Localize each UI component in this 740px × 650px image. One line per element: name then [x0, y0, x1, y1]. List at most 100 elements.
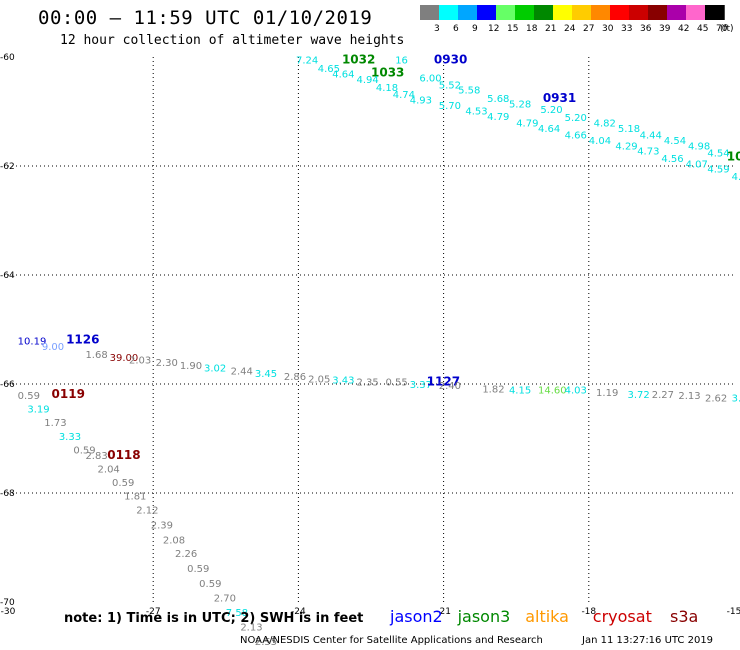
- wave-height-label: 14.60: [538, 385, 567, 396]
- legend-label-36: 36: [640, 24, 652, 34]
- legend-label-24: 24: [564, 24, 576, 34]
- wave-height-label: 4.01: [732, 172, 740, 183]
- wave-height-label: 5.20: [565, 113, 587, 124]
- wave-height-label: 2.40: [439, 381, 461, 392]
- wave-height-label: 4.94: [356, 75, 378, 86]
- wave-height-label: 4.79: [516, 118, 538, 129]
- wave-height-label: 10.19: [18, 336, 47, 347]
- legend-swatch-70: [705, 5, 725, 20]
- wave-height-label: 0.59: [18, 391, 40, 402]
- satellite-cryosat: cryosat: [592, 607, 652, 626]
- wave-height-label: 4.56: [661, 154, 683, 165]
- wave-height-label: 2.26: [175, 549, 197, 560]
- wave-height-label: 5.18: [618, 124, 640, 135]
- legend-unit: (ft): [720, 24, 734, 34]
- wave-height-label: 4.03: [565, 385, 587, 396]
- lon-tick-label: -24: [291, 607, 306, 617]
- lon-tick-label: -18: [581, 607, 596, 617]
- wave-height-label: 2.03: [129, 355, 151, 366]
- wave-height-label: 4.54: [707, 148, 729, 159]
- pass-time-label: 0118: [107, 448, 140, 462]
- satellite-jason2: jason2: [390, 607, 443, 626]
- legend-label-18: 18: [526, 24, 538, 34]
- wave-height-label: 5.58: [458, 86, 480, 97]
- pass-time-label: 1034: [727, 150, 740, 164]
- wave-height-label: 4.79: [487, 112, 509, 123]
- wave-height-label: 16: [395, 56, 408, 67]
- wave-height-label: 9.00: [42, 342, 64, 353]
- page-title: 00:00 – 11:59 UTC 01/10/2019: [38, 7, 373, 29]
- wave-height-label: 4.64: [332, 69, 354, 80]
- wave-height-label: 2.13: [678, 391, 700, 402]
- wave-height-label: 4.04: [589, 136, 611, 147]
- lat-tick-label: -70: [0, 598, 15, 608]
- legend-label-45: 45: [697, 24, 709, 34]
- wave-height-label: 1.90: [180, 361, 202, 372]
- wave-height-label: 4.64: [538, 124, 560, 135]
- legend-label-27: 27: [583, 24, 595, 34]
- legend-label-39: 39: [659, 24, 671, 34]
- wave-height-label: 7.24: [296, 56, 318, 67]
- wave-height-label: 4.07: [686, 159, 708, 170]
- credit-text: NOAA/NESDIS Center for Satellite Applica…: [240, 635, 543, 646]
- legend-label-3: 3: [434, 24, 440, 34]
- lon-tick-label: -27: [146, 607, 161, 617]
- legend-label-15: 15: [507, 24, 519, 34]
- wave-height-label: 4.65: [318, 64, 340, 75]
- legend-label-42: 42: [678, 24, 690, 34]
- lon-tick-label: -15: [727, 607, 740, 617]
- wave-height-label: 0.59: [187, 564, 209, 575]
- legend-label-70: 70: [716, 24, 728, 34]
- wave-height-label: 2.27: [652, 390, 674, 401]
- page-subtitle: 12 hour collection of altimeter wave hei…: [60, 33, 405, 48]
- wave-height-label: 7.58: [226, 608, 248, 619]
- wave-height-label: 4.74: [393, 90, 415, 101]
- wave-height-label: 0.59: [199, 579, 221, 590]
- wave-height-label: 3.45: [255, 369, 277, 380]
- wave-height-label: 5.52: [439, 80, 461, 91]
- pass-time-label: 1032: [342, 53, 375, 67]
- legend-label-12: 12: [488, 24, 500, 34]
- wave-height-label: 1.19: [596, 388, 618, 399]
- lon-tick-label: -21: [436, 607, 451, 617]
- wave-height-label: 2.04: [98, 464, 120, 475]
- wave-height-label: 2.44: [231, 366, 253, 377]
- wave-height-label: 5.20: [540, 105, 562, 116]
- lat-tick-label: -62: [0, 162, 15, 172]
- wave-height-label: 3.72: [628, 390, 650, 401]
- pass-time-label: 0931: [543, 91, 576, 105]
- satellite-jason3: jason3: [457, 607, 511, 626]
- wave-height-label: 4.93: [410, 96, 432, 107]
- wave-height-label: 2.55: [255, 637, 277, 648]
- legend-label-21: 21: [545, 24, 557, 34]
- footer-note: note: 1) Time is in UTC; 2) SWH is in fe…: [64, 611, 364, 626]
- wave-height-label: 2.08: [163, 535, 185, 546]
- wave-height-label: 5.28: [509, 99, 531, 110]
- wave-height-label: 1.81: [124, 492, 146, 503]
- pass-time-label: 1126: [66, 332, 99, 346]
- satellite-s3a: s3a: [670, 607, 699, 626]
- wave-height-label: 4.53: [465, 106, 487, 117]
- wave-height-label: 0.59: [73, 445, 95, 456]
- wave-height-label: 2.30: [156, 358, 178, 369]
- wave-height-label: 2.35: [356, 377, 378, 388]
- wave-height-label: 4.18: [376, 83, 398, 94]
- wave-height-label: 4.66: [565, 130, 587, 141]
- wave-height-label: 4.59: [707, 165, 729, 176]
- wave-height-label: 6.00: [419, 74, 441, 85]
- wave-height-label: 5.70: [439, 101, 461, 112]
- pass-time-label: 1127: [427, 374, 460, 388]
- wave-height-label: 4.82: [594, 118, 616, 129]
- wave-height-label: 2.86: [284, 372, 306, 383]
- lat-tick-label: -64: [0, 271, 15, 281]
- wave-height-label: 2.13: [240, 623, 262, 634]
- wave-height-label: 4.73: [637, 147, 659, 158]
- pass-time-label: 0119: [52, 387, 85, 401]
- generated-timestamp: Jan 11 13:27:16 UTC 2019: [582, 635, 714, 646]
- legend-label-33: 33: [621, 24, 633, 34]
- pass-time-label: 1033: [371, 65, 404, 79]
- wave-height-label: 4.15: [509, 385, 531, 396]
- pass-time-label: 0930: [434, 53, 467, 67]
- wave-height-label: 2.39: [151, 521, 173, 532]
- wave-height-label: 3.02: [204, 364, 226, 375]
